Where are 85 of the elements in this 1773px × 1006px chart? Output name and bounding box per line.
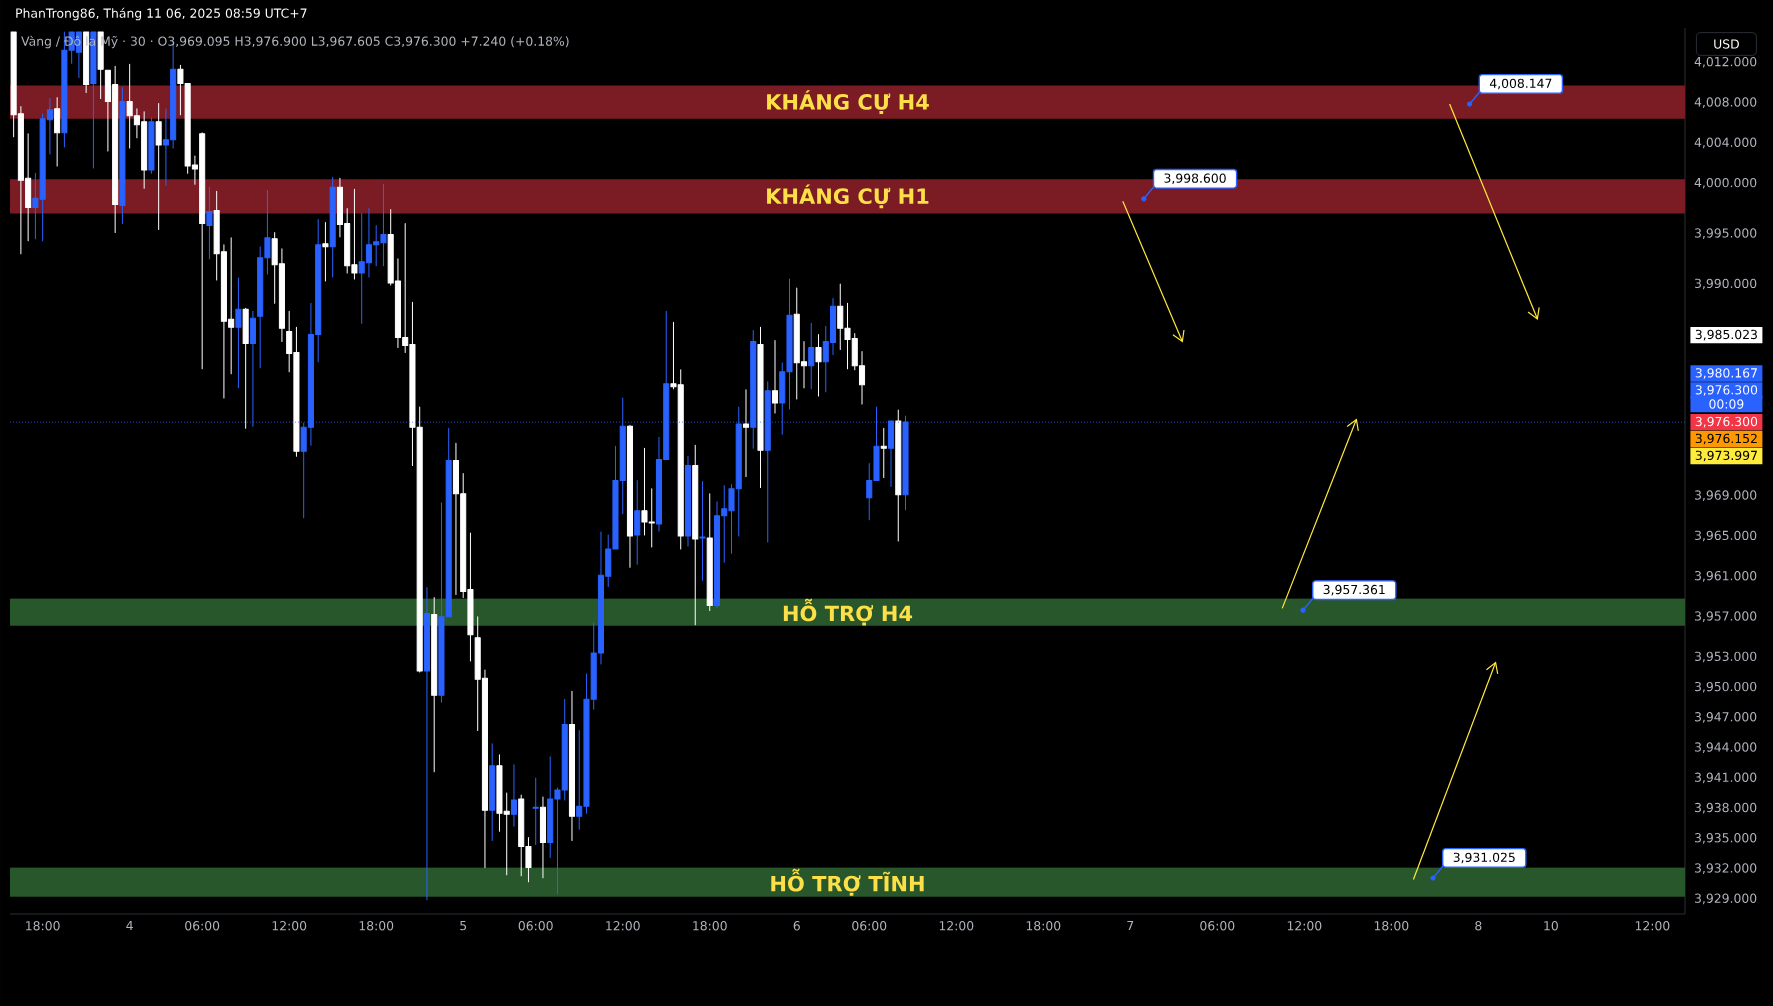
x-tick-label: 18:00 [359,921,394,931]
candlestick [808,322,815,390]
candlestick [510,764,517,827]
candlestick [431,596,438,773]
band-label: HỖ TRỢ TĨNH [771,868,924,896]
text: 3,985.023 [1695,329,1757,341]
text: 3,976.152 [1695,433,1757,445]
band-label: KHÁNG CỰ H4 [767,90,929,115]
y-tick-label: 3,947.000 [1695,712,1757,723]
y-tick-label: 3,932.000 [1695,863,1757,874]
x-tick-label: 06:00 [185,921,220,931]
y-tick-label: 3,938.000 [1695,802,1757,814]
candlestick [539,796,546,879]
candlestick [699,481,706,581]
ref-line-label: 3,976.300 [1695,416,1758,428]
text: 3,976.300 [1695,385,1758,396]
x-tick-label: 8 [1475,921,1482,931]
y-tick-label: 4,000.000 [1694,177,1757,189]
x-tick-label: 18:00 [1026,921,1061,931]
band-label: KHÁNG CỰ H1 [767,184,929,209]
chart-title: PhanTrong86, Tháng 11 06, 2025 08:59 UTC+7 [16,7,307,21]
candlestick [119,86,126,225]
candlestick [155,103,162,231]
x-tick-label: 18:00 [1374,921,1409,931]
candlestick [742,389,750,478]
candlestick [634,480,641,565]
candlestick [242,307,249,429]
x-tick-label: 12:00 [1635,921,1670,931]
x-tick-label: 6 [793,921,800,931]
candlestick [757,326,764,489]
candlestick [235,277,242,389]
x-tick-label: 7 [1127,921,1134,931]
y-tick-label: 3,950.000 [1695,681,1757,693]
x-tick-label: 18:00 [693,921,727,931]
y-tick-label: 3,995.000 [1695,228,1757,239]
y-tick-label: 3,929.000 [1695,893,1757,905]
x-tick-label: 06:00 [518,921,553,931]
y-tick-label: 3,944.000 [1695,742,1757,753]
x-tick-label: 18:00 [26,921,60,931]
candlestick [423,586,430,901]
candlestick [322,222,329,282]
candlestick [626,424,634,568]
candlestick [329,176,336,278]
annotation: 3,957.361 [1323,584,1385,596]
x-tick-label: 06:00 [1200,921,1235,931]
y-tick-label: 4,004.000 [1694,137,1757,149]
candlestick [895,409,902,542]
candlestick [815,333,822,397]
text: 3,980.167 [1695,368,1757,379]
x-tick-label: 12:00 [1287,921,1322,931]
y-tick-label: 3,953.000 [1695,651,1757,663]
candlestick [568,690,576,841]
candlestick [684,455,692,547]
text: 00:09 [1709,399,1744,409]
y-tick-label: 4,008.000 [1694,97,1757,108]
x-tick-label: 5 [460,921,467,931]
annotation: 4,008.147 [1489,78,1552,90]
y-tick-label: 3,941.000 [1695,772,1757,784]
x-tick-label: 10 [1544,921,1558,931]
y-tick-label: 4,012.000 [1694,56,1757,68]
y-tick-label: 3,990.000 [1695,278,1757,290]
annotation: 3,998.600 [1164,173,1226,185]
y-tick-label: 3,961.000 [1695,571,1757,582]
y-tick-label: 3,969.000 [1695,490,1757,502]
candlestick [148,117,155,174]
text: 3,973.997 [1695,450,1757,462]
annotation: 3,931.025 [1453,852,1515,864]
candlestick [206,186,213,260]
y-tick-label: 3,935.000 [1695,833,1757,844]
x-tick-label: 12:00 [939,921,974,931]
candlestick [489,743,496,841]
candlestick [771,339,779,414]
y-tick-label: 3,957.000 [1695,611,1757,622]
x-tick-label: 12:00 [606,921,640,931]
band-label: HỖ TRỢ H4 [783,598,913,626]
candlestick [54,97,61,167]
candlestick [706,493,713,612]
x-tick-label: 4 [126,921,133,931]
text: USD [1714,39,1739,49]
y-tick-label: 3,965.000 [1695,530,1757,542]
x-tick-label: 12:00 [272,921,307,931]
x-tick-label: 06:00 [852,921,887,931]
candlestick [880,427,887,479]
candlestick [532,777,539,845]
candlestick [692,444,699,626]
